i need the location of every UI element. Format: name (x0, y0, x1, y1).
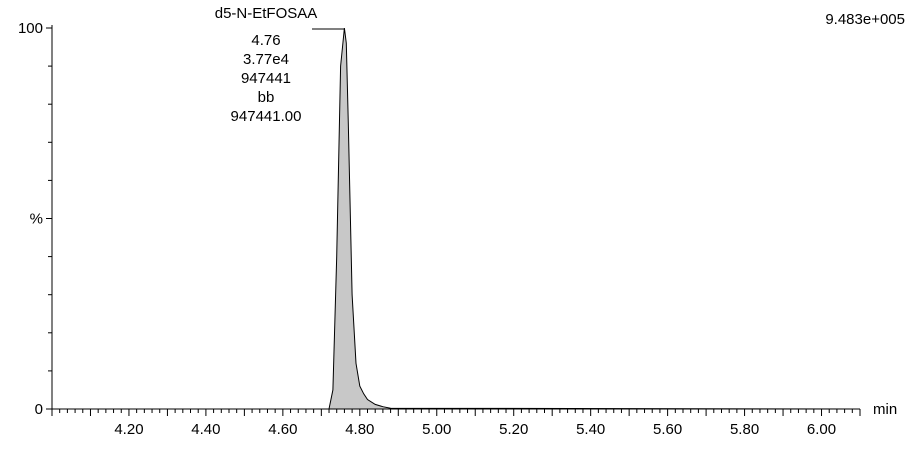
x-tick-label: 4.40 (191, 421, 220, 438)
x-tick-label: 4.60 (268, 421, 297, 438)
peak-area-label: 947441 (241, 70, 291, 87)
peak-fill-area (52, 28, 860, 409)
x-tick-label: 5.20 (499, 421, 528, 438)
x-tick-label: 4.80 (345, 421, 374, 438)
peak-area-group (52, 27, 861, 410)
x-tick-label: 5.80 (730, 421, 759, 438)
peak-integration-label: bb (258, 89, 275, 106)
chromatogram-trace (52, 27, 861, 410)
x-tick-label: 5.00 (422, 421, 451, 438)
y-tick-label: 100 (18, 20, 43, 37)
x-tick-label: 5.60 (653, 421, 682, 438)
y-axis-percent-label: % (30, 211, 43, 228)
peak-compound-label: d5-N-EtFOSAA (215, 5, 318, 22)
x-axis-unit-label: min (873, 401, 897, 418)
y-tick-label: 0 (35, 401, 43, 418)
x-tick-label: 6.00 (807, 421, 836, 438)
peak-height-label: 3.77e4 (243, 51, 289, 68)
labels-group: 9.483e+005 d5-N-EtFOSAA 4.76 3.77e4 947441 bb… (215, 5, 905, 125)
axes-group: 0 100% 4.20 4.40 4.60 4.80 5.00 5.20 5.40 5.60 5.8… (18, 20, 897, 438)
peak-amount-label: 947441.00 (231, 108, 302, 125)
peak-rt-label: 4.76 (251, 32, 280, 49)
x-tick-label: 5.40 (576, 421, 605, 438)
x-tick-label: 4.20 (114, 421, 143, 438)
max-intensity-label: 9.483e+005 (825, 11, 905, 28)
